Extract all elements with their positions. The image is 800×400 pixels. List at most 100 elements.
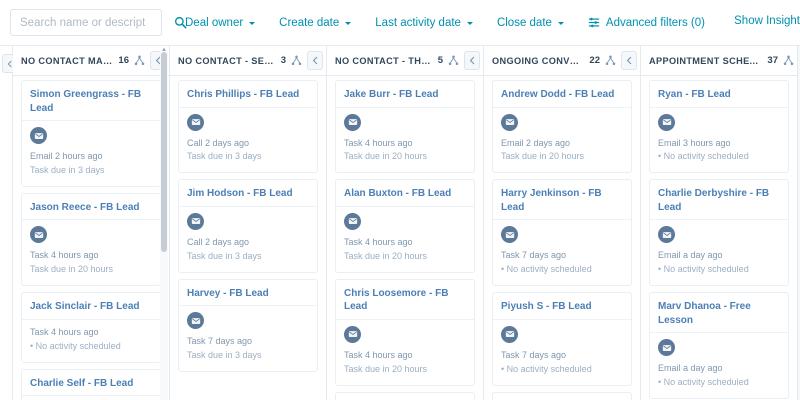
deal-card-meta: Task 4 hours ago bbox=[30, 250, 99, 261]
chevron-left-icon bbox=[626, 56, 631, 65]
column-header[interactable]: NO CONTACT - SECON... 3 bbox=[170, 46, 326, 76]
deal-card-title: Harry Jenkinson - FB Lead bbox=[501, 188, 602, 213]
deal-card-title: Jason Reece - FB Lead bbox=[30, 201, 140, 213]
column-header[interactable]: ONGOING CONVERSA... 22 bbox=[484, 46, 640, 76]
deal-card[interactable]: Andrew Dodd - FB Lead Email 2 days ago Tas… bbox=[492, 80, 632, 174]
merge-sort-icon[interactable] bbox=[291, 55, 302, 66]
column-collapse-button[interactable] bbox=[464, 51, 480, 70]
filter-close-date[interactable]: Close date bbox=[496, 17, 565, 29]
search-icon bbox=[174, 16, 187, 29]
chevron-down-icon bbox=[249, 21, 256, 25]
deal-card[interactable]: Piyush S - FB Lead Task 7 days ago • No ac… bbox=[492, 292, 632, 386]
deal-card-title: Jim Hodson - FB Lead bbox=[187, 188, 293, 200]
board-column: NO CONTACT MADE - ... 16 Simon Greengrass … bbox=[13, 46, 170, 400]
search-input[interactable] bbox=[20, 16, 174, 29]
deal-card-meta: Task due in 20 hours bbox=[501, 151, 585, 162]
card-divider bbox=[22, 318, 160, 320]
deal-card-title: Jack Sinclair - FB Lead bbox=[30, 301, 140, 313]
merge-sort-icon[interactable] bbox=[605, 55, 616, 66]
card-divider bbox=[650, 219, 788, 221]
email-avatar-icon bbox=[505, 119, 514, 125]
advanced-filters-label: Advanced filters (0) bbox=[605, 16, 705, 29]
column-scrollbar[interactable]: ▲ bbox=[160, 47, 168, 400]
filter-toolbar: Deal owner Create date Last activity dat… bbox=[0, 0, 800, 45]
filter-create-date[interactable]: Create date bbox=[278, 17, 352, 29]
email-avatar-icon bbox=[662, 344, 671, 351]
deal-card[interactable]: Chris Loosemore - FB Lead Task 4 hours ag… bbox=[335, 278, 475, 386]
deal-card[interactable]: Jack Sinclair - FB Lead Task 4 hours ago •… bbox=[21, 292, 161, 363]
advanced-filters-button[interactable]: Advanced filters (0) bbox=[587, 17, 706, 29]
column-collapse-button[interactable] bbox=[621, 51, 637, 70]
email-avatar-icon bbox=[191, 317, 200, 324]
deal-card[interactable]: Simon Greengrass - FB Lead Email 2 hours … bbox=[21, 80, 161, 187]
column-title: NO CONTACT MADE - ... bbox=[21, 55, 113, 66]
deal-card-meta: Task due in 20 hours bbox=[344, 250, 428, 261]
search-box[interactable] bbox=[10, 9, 187, 36]
card-divider bbox=[179, 106, 317, 108]
column-header[interactable]: NO CONTACT - THIRD ... 5 bbox=[327, 46, 483, 76]
column-count: 22 bbox=[589, 55, 600, 66]
email-avatar-icon bbox=[662, 119, 671, 125]
deal-card-meta: Email a day ago bbox=[658, 363, 723, 374]
merge-sort-icon[interactable] bbox=[783, 55, 794, 66]
column-header[interactable]: NO CONTACT MADE - ... 16 bbox=[13, 46, 169, 76]
filter-create-date-label: Create date bbox=[279, 16, 340, 29]
deal-card-meta: • No activity scheduled bbox=[501, 264, 592, 275]
column-title: NO CONTACT - SECON... bbox=[178, 55, 276, 66]
board-column: APPOINTMENT SCHE... 37 Ryan - FB Lead Email… bbox=[641, 46, 798, 400]
deal-card-meta: Task 4 hours ago bbox=[344, 137, 413, 148]
deal-card-title: Charlie Derbyshire - FB Lead bbox=[658, 188, 770, 213]
filter-list-icon bbox=[588, 17, 600, 28]
deal-card[interactable]: Chris Phillips - FB Lead Call 2 days ago T… bbox=[178, 80, 318, 174]
deal-card-title: Ryan - FB Lead bbox=[658, 89, 731, 100]
deal-card[interactable]: Jim Hodson - FB Lead Call 2 days ago Task … bbox=[178, 179, 318, 273]
deal-card[interactable]: Ryan - FB Lead Email 3 hours ago • No acti… bbox=[649, 80, 789, 174]
column-title: ONGOING CONVERSA... bbox=[492, 55, 584, 66]
deal-card-meta: Task 7 days ago bbox=[501, 250, 567, 261]
email-avatar-icon bbox=[191, 119, 200, 125]
filter-last-activity-date[interactable]: Last activity date bbox=[374, 17, 474, 29]
deal-card-meta: Email a day ago bbox=[658, 250, 723, 261]
card-divider bbox=[493, 318, 631, 320]
deal-card[interactable]: Alan Buxton - FB Lead Task 4 hours ago Tas… bbox=[335, 179, 475, 273]
merge-sort-icon[interactable] bbox=[134, 55, 145, 66]
deal-card[interactable]: David James - Individual CoachingTask 7 … bbox=[492, 391, 632, 400]
chevron-left-icon bbox=[312, 56, 317, 65]
scroll-up-icon: ▲ bbox=[161, 47, 167, 53]
deal-card[interactable]: Jake Burr - FB Lead Task 4 hours ago Task … bbox=[335, 80, 475, 174]
deal-card-meta: • No activity scheduled bbox=[658, 264, 749, 275]
deal-card-meta: • No activity scheduled bbox=[501, 363, 592, 374]
deal-card-meta: Task 4 hours ago bbox=[344, 236, 413, 247]
deal-card-meta: Task 7 days ago bbox=[501, 349, 567, 360]
board-column: NO CONTACT - SECON... 3 Chris Phillips - F… bbox=[170, 46, 327, 400]
merge-sort-icon[interactable] bbox=[448, 55, 459, 66]
deal-card-title: Marv Dhanoa - Free Lesson bbox=[658, 301, 751, 326]
scrollbar-thumb[interactable] bbox=[161, 52, 167, 252]
card-divider bbox=[22, 219, 160, 221]
deal-card[interactable]: Harvey - FB Lead Task 7 days ago Task due … bbox=[178, 278, 318, 373]
avatar bbox=[187, 113, 204, 131]
deal-card[interactable]: Harry Jenkinson - FB Lead Task 7 days ago… bbox=[492, 179, 632, 287]
column-card-list: Chris Phillips - FB Lead Call 2 days ago T… bbox=[170, 76, 326, 400]
avatar bbox=[30, 226, 47, 244]
column-collapse-button[interactable] bbox=[307, 51, 323, 70]
board-left-edge bbox=[0, 46, 18, 400]
board-column: ONGOING CONVERSA... 22 Andrew Dodd - FB Le… bbox=[484, 46, 641, 400]
card-divider bbox=[493, 219, 631, 221]
deal-card[interactable]: Marv Dhanoa - Free Lesson Email a day ago… bbox=[649, 292, 789, 400]
column-header[interactable]: APPOINTMENT SCHE... 37 bbox=[641, 46, 797, 76]
chevron-left-icon bbox=[7, 60, 12, 67]
filter-deal-owner[interactable]: Deal owner bbox=[184, 17, 256, 29]
deal-card[interactable]: Will Buxton - FB LeadClose date: 11/09/2… bbox=[335, 391, 475, 400]
avatar bbox=[187, 212, 204, 230]
show-insights-button[interactable]: Show Insight bbox=[734, 15, 800, 27]
deal-card[interactable]: Charlie Derbyshire - FB Lead Email a day … bbox=[649, 179, 789, 287]
column-title: NO CONTACT - THIRD ... bbox=[335, 55, 433, 66]
deal-card-meta: Email 3 hours ago bbox=[658, 137, 731, 148]
deal-card[interactable]: Jason Reece - FB Lead Task 4 hours ago Tas… bbox=[21, 192, 161, 287]
column-card-list: Ryan - FB Lead Email 3 hours ago • No acti… bbox=[641, 76, 797, 400]
avatar bbox=[344, 212, 361, 230]
card-divider bbox=[336, 106, 474, 108]
deal-card-meta: Task due in 3 days bbox=[187, 250, 262, 261]
